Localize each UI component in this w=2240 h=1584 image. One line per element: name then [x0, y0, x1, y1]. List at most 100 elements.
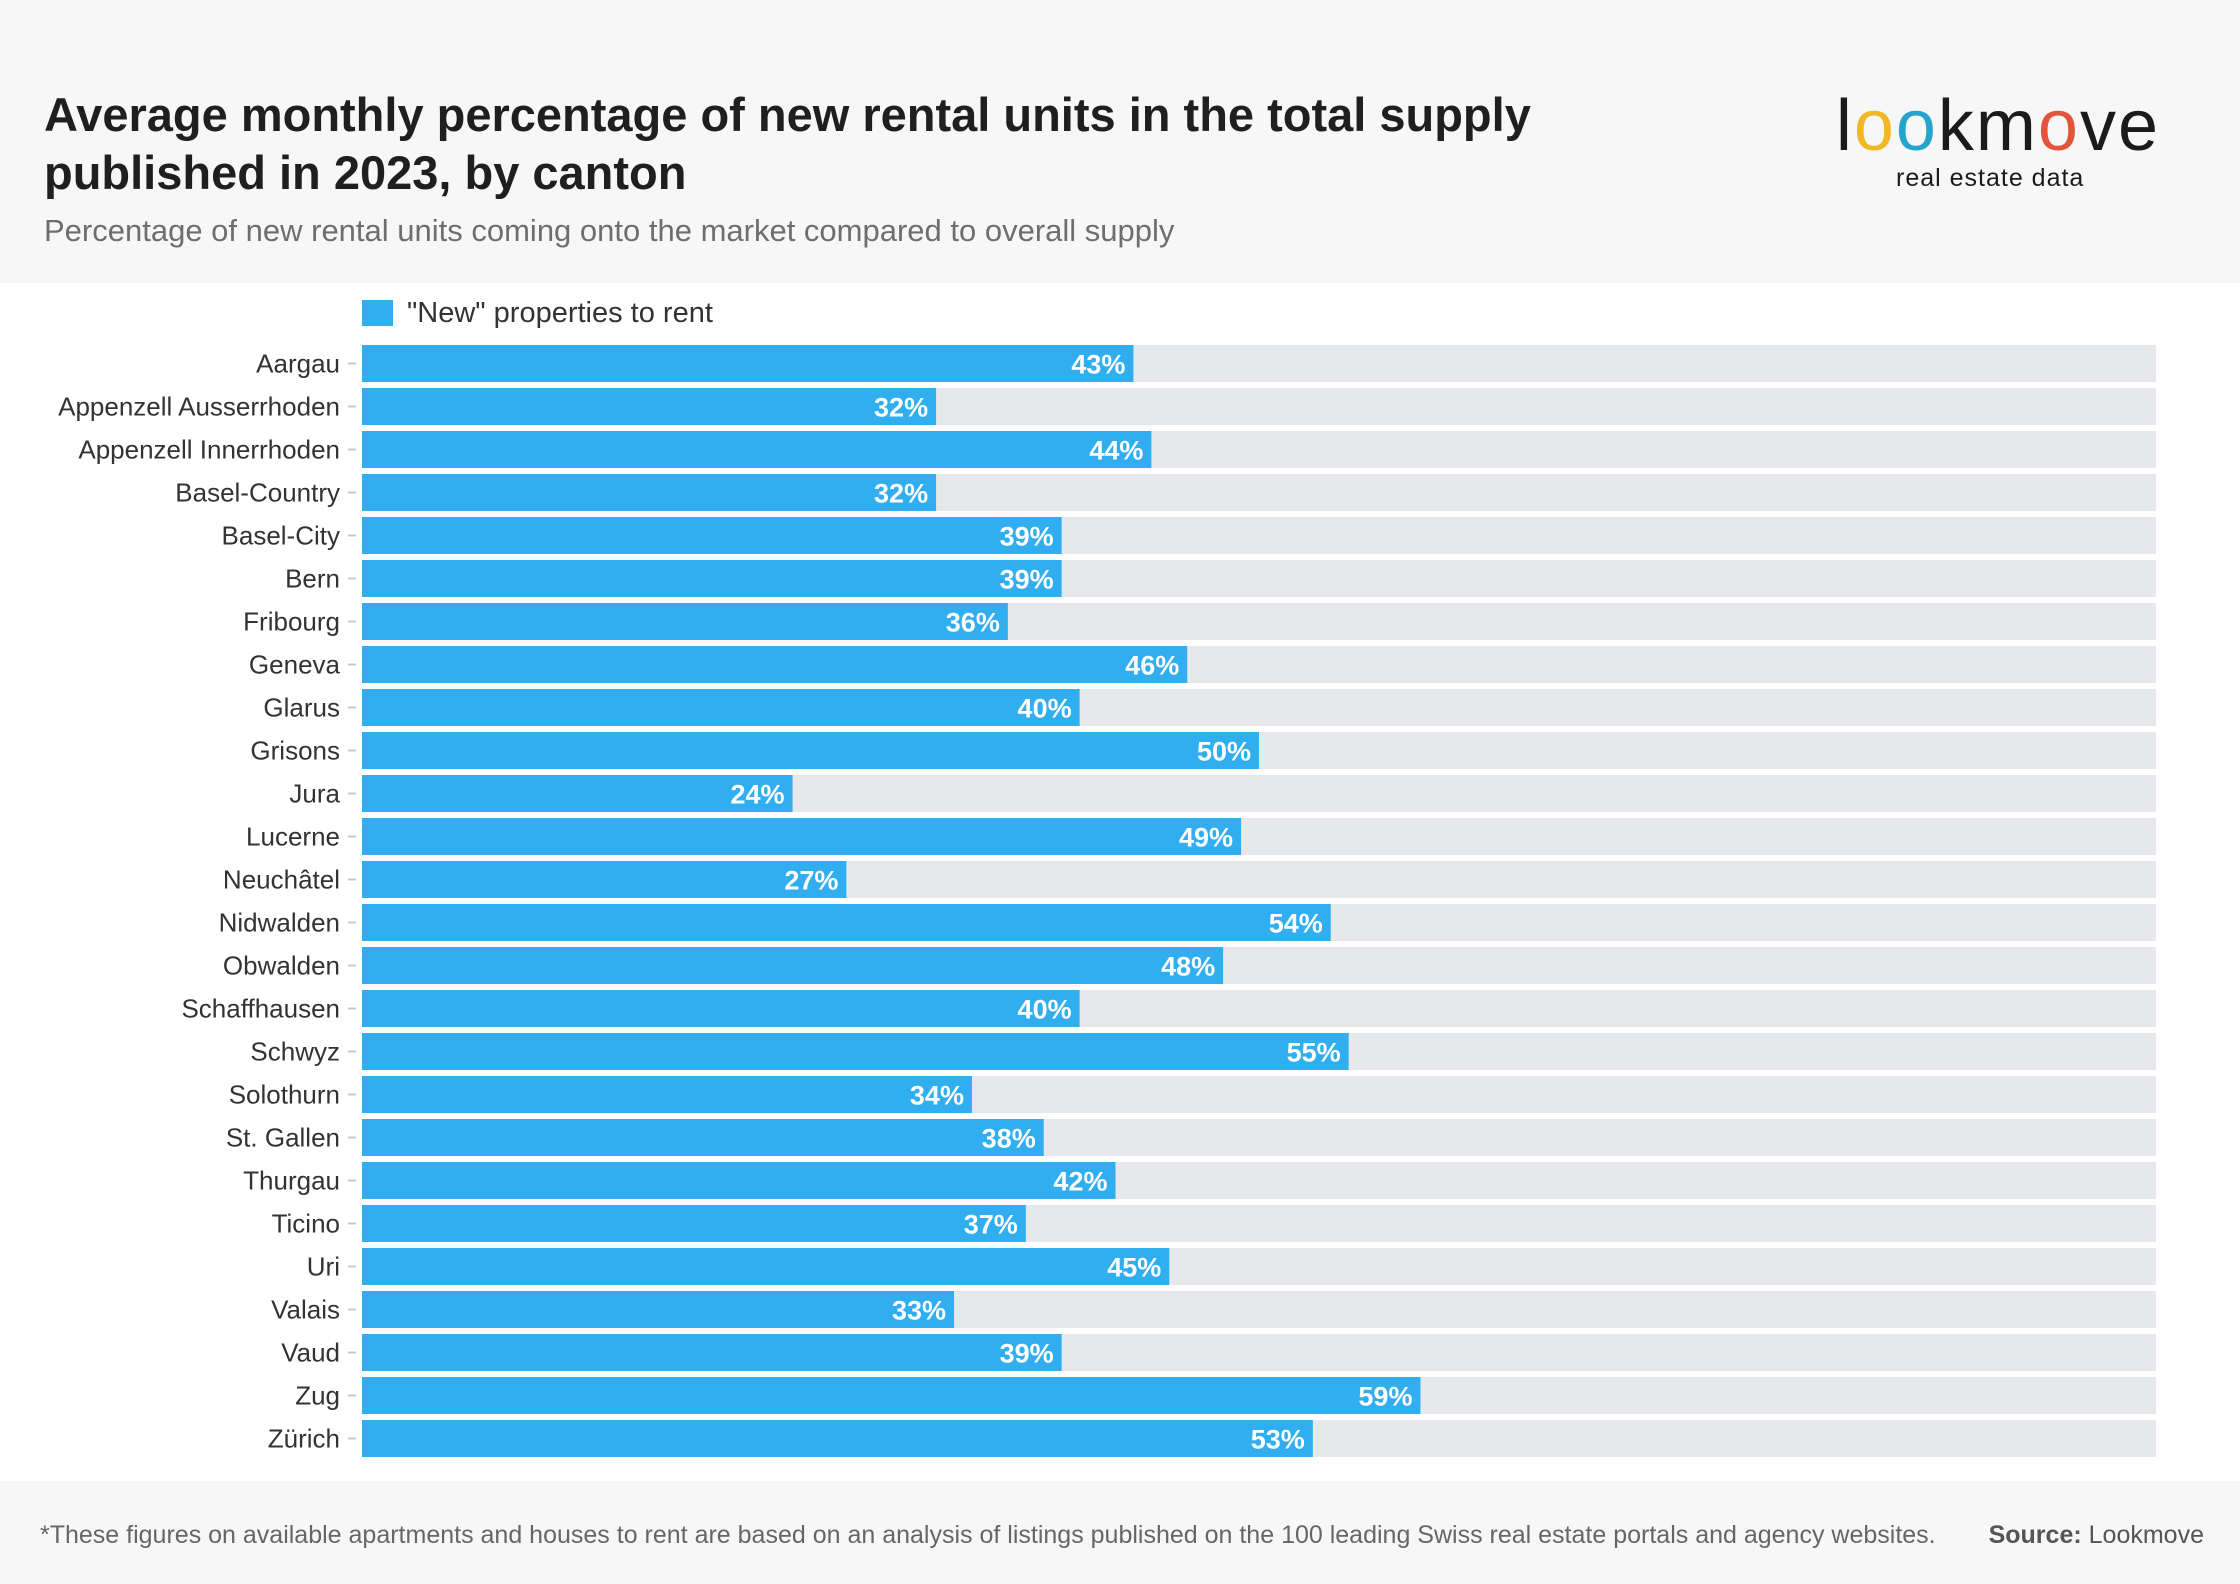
- data-label: 48%: [1161, 952, 1215, 982]
- logo-letter: v: [2079, 86, 2118, 166]
- bar: [362, 818, 1242, 855]
- bar: [362, 431, 1152, 468]
- category-label: Uri: [307, 1252, 340, 1282]
- data-label: 33%: [892, 1296, 946, 1326]
- bar: [362, 1119, 1044, 1156]
- category-label: Ticino: [272, 1209, 340, 1239]
- bar-chart: Aargau 43% Appenzell Ausserrhoden 32% Appenz…: [58, 345, 2156, 1457]
- bar: [362, 1377, 1421, 1414]
- header-panel: Average monthly percentage of new rental…: [0, 0, 2240, 283]
- bar: [362, 560, 1062, 597]
- data-label: 32%: [874, 479, 928, 509]
- footer-panel: *These figures on available apartments a…: [0, 1481, 2240, 1584]
- category-label: Nidwalden: [219, 908, 340, 938]
- logo-letter: o: [1853, 86, 1896, 166]
- category-label: Lucerne: [246, 822, 340, 852]
- logo-letter: o: [2037, 86, 2080, 166]
- logo-wordmark: lookmove: [1836, 86, 2160, 166]
- bar: [362, 904, 1331, 941]
- data-label: 59%: [1358, 1382, 1412, 1412]
- data-label: 40%: [1018, 694, 1072, 724]
- bar: [362, 1420, 1313, 1457]
- bar: [362, 732, 1259, 769]
- bar: [362, 1334, 1062, 1371]
- logo-letter: e: [2117, 86, 2160, 166]
- data-label: 38%: [982, 1124, 1036, 1154]
- bar: [362, 474, 937, 511]
- category-label: Basel-Country: [175, 478, 340, 508]
- bar: [362, 861, 847, 898]
- category-label: Appenzell Innerrhoden: [78, 435, 340, 465]
- legend-swatch: [362, 300, 393, 326]
- category-label: Zürich: [268, 1424, 340, 1454]
- bar: [362, 1291, 955, 1328]
- logo-letter: o: [1895, 86, 1938, 166]
- category-label: Basel-City: [222, 521, 340, 551]
- data-label: 49%: [1179, 823, 1233, 853]
- bar: [362, 388, 937, 425]
- category-label: Zug: [295, 1381, 340, 1411]
- bar: [362, 517, 1062, 554]
- lookmove-logo: lookmove real estate data: [1820, 86, 2160, 196]
- bar: [362, 1248, 1170, 1285]
- category-label: Solothurn: [229, 1080, 340, 1110]
- category-label: Obwalden: [223, 951, 340, 981]
- data-label: 40%: [1018, 995, 1072, 1025]
- bar: [362, 1033, 1349, 1070]
- chart-subtitle: Percentage of new rental units coming on…: [44, 213, 1175, 248]
- footnote: *These figures on available apartments a…: [40, 1521, 1936, 1549]
- category-label: Glarus: [263, 693, 340, 723]
- bar: [362, 689, 1080, 726]
- category-label: Schwyz: [250, 1037, 340, 1067]
- legend-label: "New" properties to rent: [407, 297, 713, 329]
- data-label: 39%: [1000, 522, 1054, 552]
- data-label: 37%: [964, 1210, 1018, 1240]
- category-label: St. Gallen: [226, 1123, 340, 1153]
- bar: [362, 603, 1008, 640]
- category-label: Jura: [289, 779, 340, 809]
- data-label: 34%: [910, 1081, 964, 1111]
- data-label: 50%: [1197, 737, 1251, 767]
- data-label: 32%: [874, 393, 928, 423]
- logo-letter: m: [1975, 86, 2038, 166]
- logo-letter: k: [1937, 86, 1976, 166]
- data-label: 46%: [1125, 651, 1179, 681]
- category-label: Vaud: [281, 1338, 340, 1368]
- category-label: Aargau: [256, 349, 340, 379]
- data-label: 43%: [1071, 350, 1125, 380]
- data-label: 55%: [1287, 1038, 1341, 1068]
- data-label: 45%: [1107, 1253, 1161, 1283]
- category-label: Appenzell Ausserrhoden: [58, 392, 340, 422]
- data-label: 24%: [731, 780, 785, 810]
- bar: [362, 1162, 1116, 1199]
- source-label: Source:: [1988, 1521, 2082, 1549]
- bar: [362, 990, 1080, 1027]
- category-label: Geneva: [249, 650, 341, 680]
- category-label: Schaffhausen: [181, 994, 340, 1024]
- data-label: 44%: [1089, 436, 1143, 466]
- bar: [362, 646, 1188, 683]
- data-label: 42%: [1053, 1167, 1107, 1197]
- category-label: Valais: [271, 1295, 340, 1325]
- data-label: 54%: [1269, 909, 1323, 939]
- logo-tagline: real estate data: [1896, 164, 2085, 192]
- data-label: 39%: [1000, 1339, 1054, 1369]
- bar: [362, 1076, 972, 1113]
- logo-letter: l: [1835, 86, 1854, 166]
- chart-title: Average monthly percentage of new rental…: [44, 88, 1531, 199]
- bar: [362, 775, 793, 812]
- source-credit: Source: Lookmove: [1989, 1521, 2204, 1550]
- category-label: Thurgau: [243, 1166, 340, 1196]
- source-value: Lookmove: [2088, 1521, 2204, 1549]
- bar: [362, 345, 1134, 382]
- category-label: Bern: [285, 564, 340, 594]
- category-label: Neuchâtel: [223, 865, 340, 895]
- category-label: Grisons: [250, 736, 340, 766]
- bar: [362, 1205, 1026, 1242]
- bar: [362, 947, 1224, 984]
- category-label: Fribourg: [243, 607, 340, 637]
- data-label: 39%: [1000, 565, 1054, 595]
- data-label: 36%: [946, 608, 1000, 638]
- data-label: 53%: [1251, 1425, 1305, 1455]
- data-label: 27%: [784, 866, 838, 896]
